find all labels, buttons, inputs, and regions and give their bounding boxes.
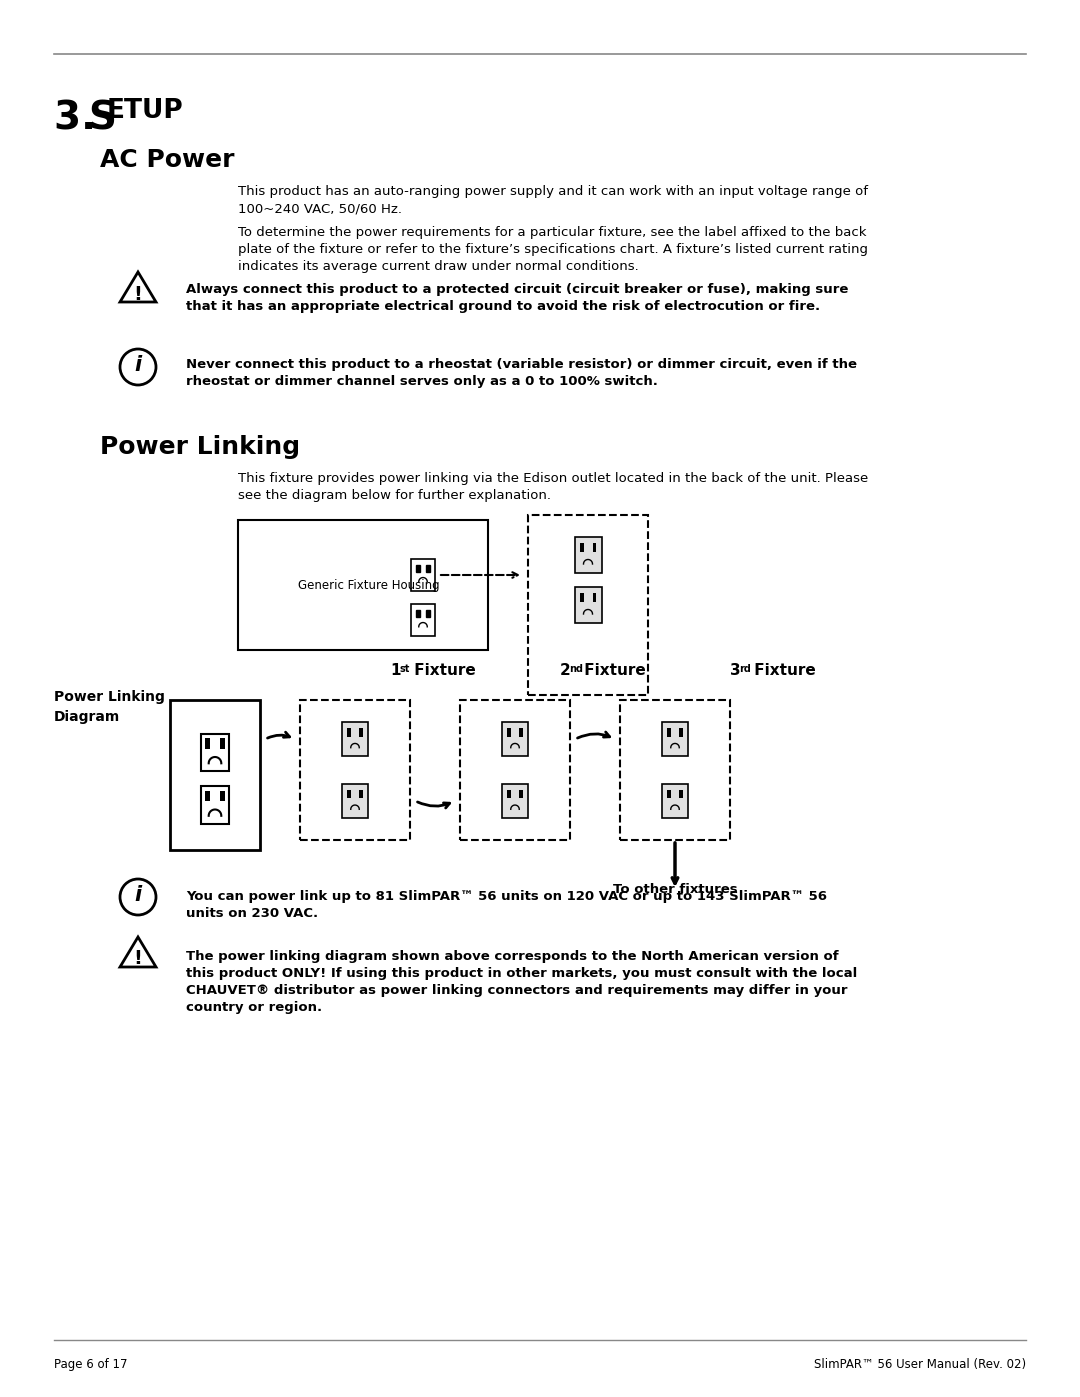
- Bar: [348, 728, 351, 736]
- Text: This fixture provides power linking via the Edison outlet located in the back of: This fixture provides power linking via …: [238, 472, 868, 502]
- Bar: [593, 594, 596, 602]
- Text: This product has an auto-ranging power supply and it can work with an input volt: This product has an auto-ranging power s…: [238, 184, 868, 215]
- Bar: [342, 784, 368, 817]
- Text: !: !: [134, 950, 143, 968]
- Text: To determine the power requirements for a particular fixture, see the label affi: To determine the power requirements for …: [238, 226, 868, 272]
- Bar: [667, 728, 671, 736]
- Bar: [416, 564, 420, 571]
- Bar: [360, 789, 363, 798]
- Bar: [593, 543, 596, 552]
- Text: 3: 3: [730, 664, 741, 678]
- Text: rd: rd: [739, 664, 751, 673]
- Bar: [220, 738, 225, 749]
- Bar: [300, 700, 410, 840]
- Text: i: i: [134, 886, 141, 905]
- Bar: [508, 789, 511, 798]
- Bar: [508, 728, 511, 736]
- Bar: [679, 728, 683, 736]
- Bar: [502, 784, 528, 817]
- Text: Never connect this product to a rheostat (variable resistor) or dimmer circuit, : Never connect this product to a rheostat…: [186, 358, 858, 388]
- Text: To other fixtures: To other fixtures: [612, 883, 738, 895]
- Bar: [460, 700, 570, 840]
- Text: ETUP: ETUP: [107, 98, 184, 124]
- Bar: [427, 564, 430, 571]
- Bar: [348, 789, 351, 798]
- Text: nd: nd: [569, 664, 583, 673]
- Text: AC Power: AC Power: [100, 148, 234, 172]
- Bar: [580, 543, 583, 552]
- Bar: [575, 587, 602, 623]
- Text: S: S: [87, 101, 116, 138]
- Bar: [662, 722, 688, 756]
- Text: Page 6 of 17: Page 6 of 17: [54, 1358, 127, 1370]
- Text: Fixture: Fixture: [750, 664, 815, 678]
- Bar: [360, 728, 363, 736]
- Bar: [170, 700, 260, 849]
- Text: 3.: 3.: [54, 101, 109, 138]
- Text: Fixture: Fixture: [409, 664, 476, 678]
- Bar: [679, 789, 683, 798]
- Text: SlimPAR™ 56 User Manual (Rev. 02): SlimPAR™ 56 User Manual (Rev. 02): [814, 1358, 1026, 1370]
- Text: 2: 2: [561, 664, 570, 678]
- Bar: [238, 520, 488, 650]
- Text: 1: 1: [390, 664, 401, 678]
- Text: Power Linking
Diagram: Power Linking Diagram: [54, 690, 165, 724]
- Bar: [662, 784, 688, 817]
- Bar: [519, 728, 523, 736]
- Bar: [580, 594, 583, 602]
- Bar: [528, 515, 648, 694]
- Bar: [205, 791, 210, 802]
- Bar: [220, 791, 225, 802]
- Bar: [427, 610, 430, 616]
- Bar: [416, 610, 420, 616]
- Bar: [342, 722, 368, 756]
- Text: The power linking diagram shown above corresponds to the North American version : The power linking diagram shown above co…: [186, 950, 858, 1014]
- Text: i: i: [134, 355, 141, 376]
- Text: st: st: [399, 664, 409, 673]
- Text: Always connect this product to a protected circuit (circuit breaker or fuse), ma: Always connect this product to a protect…: [186, 284, 849, 313]
- Bar: [502, 722, 528, 756]
- Bar: [411, 604, 435, 636]
- Bar: [519, 789, 523, 798]
- Text: You can power link up to 81 SlimPAR™ 56 units on 120 VAC or up to 143 SlimPAR™ 5: You can power link up to 81 SlimPAR™ 56 …: [186, 890, 827, 921]
- Text: Fixture: Fixture: [579, 664, 646, 678]
- Bar: [205, 738, 210, 749]
- Text: Power Linking: Power Linking: [100, 434, 300, 460]
- Text: !: !: [134, 285, 143, 303]
- Bar: [201, 733, 229, 771]
- Text: Generic Fixture Housing: Generic Fixture Housing: [298, 578, 440, 591]
- Bar: [575, 536, 602, 573]
- Bar: [620, 700, 730, 840]
- Bar: [201, 787, 229, 824]
- Bar: [411, 559, 435, 591]
- Bar: [667, 789, 671, 798]
